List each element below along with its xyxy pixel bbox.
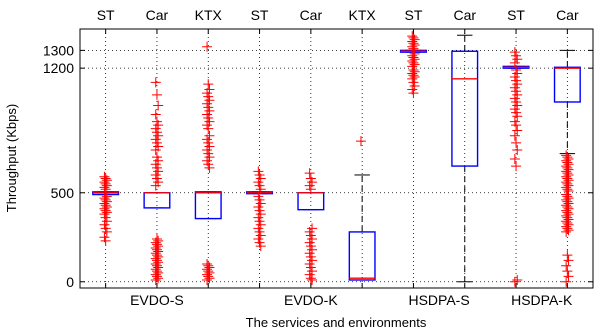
service-group-label: HSDPA-K <box>511 292 573 308</box>
outlier-point <box>509 130 520 141</box>
outlier-point <box>101 207 112 218</box>
box-iqr <box>553 66 581 103</box>
box-iqr <box>194 191 222 220</box>
outlier-point <box>561 226 572 237</box>
outlier-point <box>153 273 164 284</box>
outlier-point <box>563 225 574 236</box>
y-axis-title: Throughput (Kbps) <box>4 104 19 212</box>
environment-label: Car <box>300 7 323 23</box>
box-hsdpa-k-st <box>502 47 530 287</box>
box-hsdpa-s-st <box>399 31 427 99</box>
box-evdo-s-car <box>143 77 171 285</box>
outlier-point <box>99 182 110 193</box>
outlier-point <box>561 260 572 271</box>
box-evdo-k-ktx <box>348 136 376 281</box>
outlier-point <box>204 162 215 173</box>
outlier-point <box>304 168 315 179</box>
environment-label: ST <box>405 7 423 23</box>
box-hsdpa-k-car <box>553 49 581 287</box>
outlier-point <box>150 77 161 88</box>
outlier-point <box>204 273 215 284</box>
outlier-point <box>305 273 316 284</box>
axis-labels: 0 500 1200 1300 ST Car KTX ST Car KTX ST Car ST Car EV… <box>43 7 579 308</box>
environment-label: KTX <box>349 7 377 23</box>
outlier-point <box>202 41 213 52</box>
outlier-point <box>355 136 366 147</box>
outlier-point <box>307 274 318 285</box>
outlier-point <box>509 57 520 68</box>
environment-label: ST <box>97 7 115 23</box>
outlier-point <box>100 235 111 246</box>
service-group-label: EVDO-K <box>284 292 338 308</box>
y-tick-label: 1300 <box>43 42 74 58</box>
grid-lines <box>80 29 593 288</box>
outlier-point <box>151 89 162 100</box>
axis-ticks <box>80 29 593 288</box>
y-tick-label: 1200 <box>43 60 74 76</box>
outlier-point <box>511 137 522 148</box>
outlier-point <box>509 276 520 287</box>
environment-label: KTX <box>195 7 223 23</box>
box-hsdpa-s-car <box>451 34 479 283</box>
plot-area-frame <box>79 28 594 289</box>
outlier-point <box>407 41 418 52</box>
y-tick-label: 0 <box>66 274 74 290</box>
outlier-point <box>100 184 111 195</box>
outlier-point <box>512 274 523 285</box>
box-evdo-s-st <box>92 171 120 246</box>
outlier-point <box>408 88 419 99</box>
box-iqr <box>348 231 376 281</box>
environment-label: ST <box>507 7 525 23</box>
outlier-point <box>563 255 574 266</box>
box-evdo-s-ktx <box>194 41 222 285</box>
outlier-point <box>150 180 161 191</box>
outlier-point <box>408 43 419 54</box>
outlier-point <box>563 271 574 282</box>
outlier-point <box>255 241 266 252</box>
outlier-point <box>512 145 523 156</box>
outlier-point <box>305 184 316 195</box>
environment-label: Car <box>556 7 579 23</box>
box-evdo-k-car <box>297 168 325 285</box>
outlier-point <box>255 184 266 195</box>
box-iqr <box>451 50 479 167</box>
outlier-point <box>562 266 573 277</box>
outlier-point <box>511 161 522 172</box>
outlier-point <box>509 153 520 164</box>
outlier-point <box>153 100 164 111</box>
outlier-point <box>409 72 420 83</box>
service-group-label: HSDPA-S <box>408 292 469 308</box>
box-evdo-k-st <box>246 166 274 252</box>
outlier-point <box>150 145 161 156</box>
outlier-point <box>202 274 213 285</box>
box-series <box>92 31 581 287</box>
outlier-point <box>512 111 523 122</box>
outlier-point <box>512 125 523 136</box>
outlier-point <box>203 79 214 90</box>
outlier-point <box>562 250 573 261</box>
environment-label: Car <box>453 7 476 23</box>
outlier-point <box>203 123 214 134</box>
y-tick-label: 500 <box>51 185 75 201</box>
environment-label: Car <box>146 7 169 23</box>
outlier-point <box>150 109 161 120</box>
outlier-point <box>101 226 112 237</box>
outlier-point <box>150 274 161 285</box>
outlier-point <box>511 120 522 131</box>
service-group-label: EVDO-S <box>130 292 184 308</box>
environment-label: ST <box>251 7 269 23</box>
outlier-point <box>561 276 572 287</box>
x-axis-title: The services and environments <box>246 315 427 330</box>
